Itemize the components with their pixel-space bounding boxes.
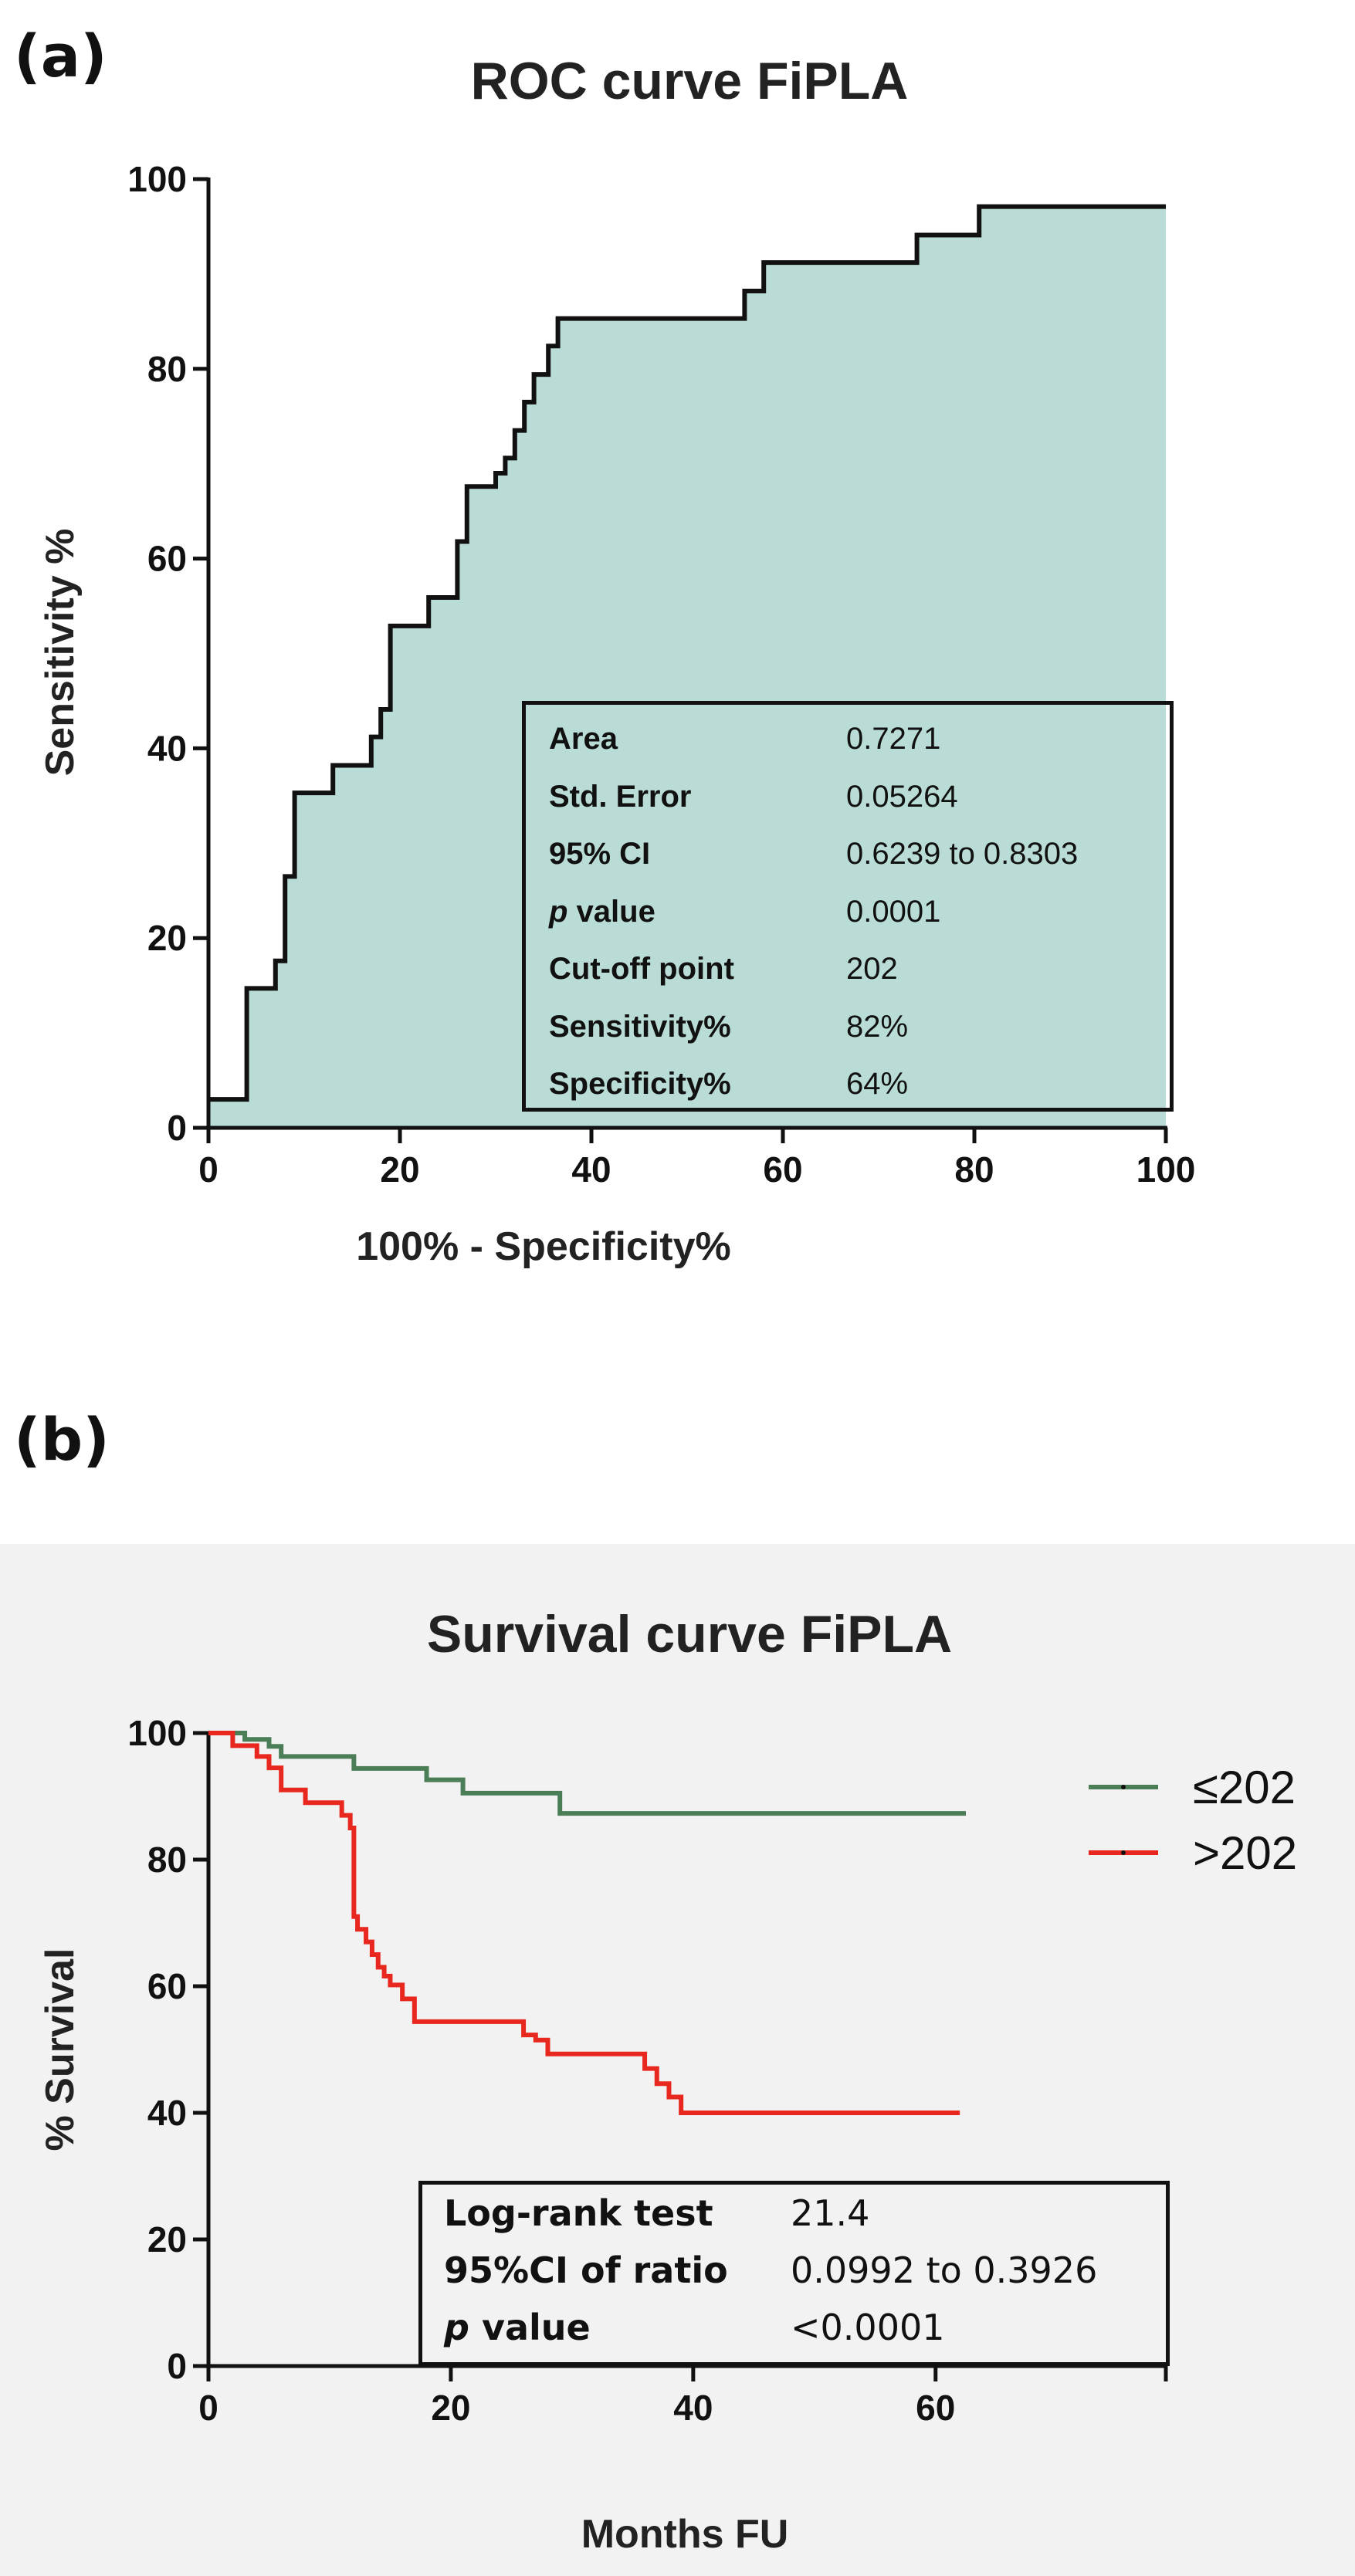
km-x-tick-label: 20 [431,2388,470,2428]
roc-stat-label-italic: p [549,894,568,929]
roc-title: ROC curve FiPLA [471,52,909,110]
km-x-tick-label: 0 [198,2388,218,2428]
km-x-label: Months FU [581,2512,789,2557]
km-y-tick-label: 60 [147,1966,187,2006]
roc-stat-value: 0.7271 [846,722,941,756]
logrank-stat-value: <0.0001 [791,2307,945,2348]
roc-stat-value: 202 [846,952,898,986]
roc-stat-label: 95% CI [549,837,651,871]
km-y-tick-label: 80 [147,1840,187,1880]
logrank-stat-label: Log-rank test [444,2192,713,2234]
km-x-tick-label: 60 [916,2388,955,2428]
km-y-tick-label: 20 [147,2219,187,2260]
roc-stat-value: 82% [846,1009,909,1044]
roc-y-tick-label: 0 [167,1108,187,1148]
panel-b-background [0,1544,1355,2576]
roc-y-tick-label: 20 [147,918,187,958]
roc-x-tick-label: 40 [571,1149,611,1190]
roc-stat-value: 0.6239 to 0.8303 [846,837,1079,871]
roc-stat-value: 0.05264 [846,779,958,814]
logrank-stat-label-text: value [469,2307,591,2348]
km-series-line [208,1731,967,1816]
roc-stat-label: Std. Error [549,779,692,814]
roc-stat-value: 0.0001 [846,894,941,929]
km-series-line [208,1731,960,2115]
roc-stat-label: Cut-off point [549,952,734,986]
km-x-tick-label: 40 [673,2388,713,2428]
roc-y-label: Sensitivity % [38,529,83,777]
logrank-stat-value: 0.0992 to 0.3926 [791,2249,1098,2291]
legend-label: >202 [1193,1827,1297,1879]
roc-stat-value: 64% [846,1067,909,1101]
roc-chart: 0 20 40 60 80 100 0 20 40 60 80 100 ROC curve FiPLA 1… [38,52,1195,1269]
roc-stat-label: Sensitivity% [549,1009,731,1044]
logrank-stat-value: 21.4 [791,2192,870,2234]
roc-x-tick-label: 100 [1137,1149,1196,1190]
roc-area-fill [208,206,1166,1128]
roc-stat-label: p value [549,895,655,929]
legend-label: ≤202 [1193,1762,1296,1813]
km-title: Survival curve FiPLA [427,1605,952,1664]
logrank-stats-box: Log-rank test 21.4 95%CI of ratio 0.0992 to… [418,2181,1170,2366]
km-y-tick-label: 100 [127,1713,187,1753]
roc-x-tick-label: 80 [954,1149,994,1190]
roc-y-tick-label: 40 [147,728,187,768]
legend-marker [1121,1785,1126,1789]
roc-x-label: 100% - Specificity% [356,1224,731,1269]
roc-y-tick-label: 100 [127,159,187,199]
survival-chart: 0 20 40 60 80 100 0 20 40 60 Survival curve FiPLA M… [38,1605,1297,2557]
km-y-tick-label: 0 [167,2346,187,2386]
roc-x-tick-label: 60 [763,1149,802,1190]
panel-b-letter: (b) [14,1405,110,1474]
logrank-stat-label: 95%CI of ratio [444,2249,728,2291]
legend-marker [1121,1850,1126,1855]
logrank-stat-label: p value [444,2307,591,2348]
panel-a-letter: (a) [14,22,107,90]
roc-stat-label-text: value [567,894,655,929]
roc-series-line [208,204,1166,1102]
roc-stat-label: Area [549,722,618,756]
roc-stat-label: Specificity% [549,1067,731,1101]
roc-stats-box: Area 0.7271 Std. Error 0.05264 95% CI 0.6239 … [522,701,1174,1112]
km-y-label: % Survival [38,1948,83,2151]
roc-x-tick-label: 0 [198,1149,218,1190]
roc-x-tick-label: 20 [380,1149,419,1190]
logrank-stat-label-italic: p [444,2307,469,2348]
roc-y-tick-label: 60 [147,539,187,579]
km-y-tick-label: 40 [147,2093,187,2133]
roc-y-tick-label: 80 [147,349,187,389]
